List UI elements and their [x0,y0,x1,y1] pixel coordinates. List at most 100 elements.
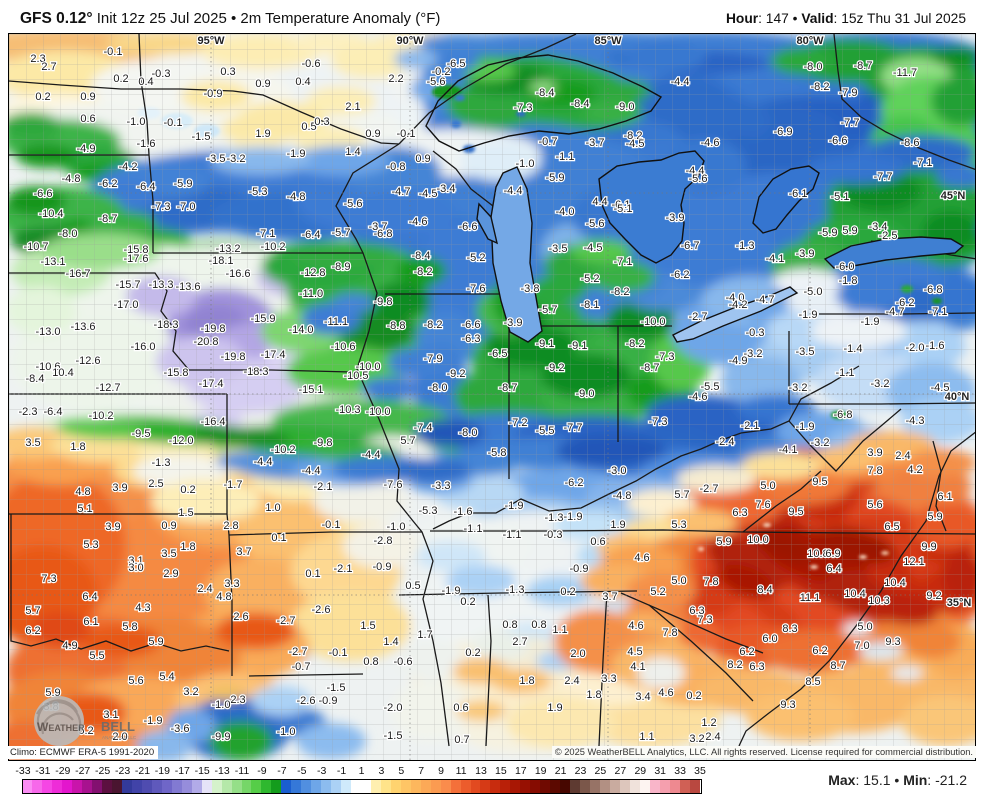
svg-text:7.3: 7.3 [697,614,712,626]
svg-text:10.4: 10.4 [844,588,865,600]
svg-text:6.3: 6.3 [749,661,764,673]
svg-text:-1.4: -1.4 [844,343,863,355]
svg-text:1.9: 1.9 [610,519,625,531]
svg-text:-3.2: -3.2 [789,382,808,394]
svg-text:-2.4: -2.4 [716,436,735,448]
svg-text:-2.3: -2.3 [19,406,38,418]
svg-text:5.4: 5.4 [159,671,174,683]
svg-text:-4.0: -4.0 [726,292,745,304]
svg-text:-2.1: -2.1 [314,481,333,493]
svg-text:-20.8: -20.8 [193,336,218,348]
svg-text:-12.7: -12.7 [95,382,120,394]
svg-text:-0.1: -0.1 [164,117,183,129]
svg-text:-8.7: -8.7 [854,60,873,72]
svg-text:-8.1: -8.1 [581,299,600,311]
svg-text:-6.6: -6.6 [459,221,478,233]
svg-text:-1.9: -1.9 [564,511,583,523]
svg-text:1.1: 1.1 [552,624,567,636]
svg-text:-5.2: -5.2 [581,273,600,285]
svg-text:0.3: 0.3 [220,66,235,78]
svg-text:-4.3: -4.3 [906,415,925,427]
svg-text:-2.7: -2.7 [700,483,719,495]
svg-text:-5.8: -5.8 [488,447,507,459]
svg-text:0.4: 0.4 [138,76,153,88]
svg-text:8.3: 8.3 [782,623,797,635]
svg-text:10.0: 10.0 [747,534,768,546]
svg-text:-0.9: -0.9 [373,561,392,573]
svg-text:-4.4: -4.4 [254,456,273,468]
svg-text:1.1: 1.1 [639,731,654,743]
svg-text:1.8: 1.8 [70,441,85,453]
svg-text:2.1: 2.1 [345,101,360,113]
svg-text:-7.1: -7.1 [929,306,948,318]
svg-text:0.8: 0.8 [502,619,517,631]
svg-text:-6.1: -6.1 [789,188,808,200]
svg-text:5.9: 5.9 [842,225,857,237]
svg-text:-8.4: -8.4 [412,250,431,262]
svg-text:-3.5: -3.5 [796,346,815,358]
svg-text:-8.4: -8.4 [536,87,555,99]
svg-text:2.4: 2.4 [564,675,579,687]
svg-text:10.4: 10.4 [884,577,905,589]
svg-text:-5.1: -5.1 [614,203,633,215]
svg-text:0.2: 0.2 [460,596,475,608]
svg-text:-6.7: -6.7 [681,240,700,252]
svg-text:5.7: 5.7 [400,435,415,447]
svg-text:2.4: 2.4 [705,731,720,743]
svg-text:0.2: 0.2 [465,647,480,659]
svg-text:-4.4: -4.4 [671,76,690,88]
svg-text:-5.0: -5.0 [804,286,823,298]
svg-text:-3.5: -3.5 [549,243,568,255]
svg-text:3.0: 3.0 [128,562,143,574]
svg-text:-8.2: -8.2 [611,286,630,298]
svg-text:-10.0: -10.0 [365,406,390,418]
svg-text:-4.5: -4.5 [626,138,645,150]
svg-text:3.3: 3.3 [601,673,616,685]
svg-text:2.5: 2.5 [148,478,163,490]
svg-text:-5.3: -5.3 [249,186,268,198]
svg-text:-8.4: -8.4 [571,98,590,110]
svg-text:-2.0: -2.0 [906,342,925,354]
svg-text:-1.3: -1.3 [152,457,171,469]
svg-text:6.9: 6.9 [825,548,840,560]
svg-text:-18.1: -18.1 [208,255,233,267]
svg-text:-19.8: -19.8 [200,323,225,335]
svg-text:85°W: 85°W [594,35,622,47]
svg-text:ANALYTICS LLC: ANALYTICS LLC [102,735,137,740]
svg-text:5.9: 5.9 [927,511,942,523]
svg-text:0.9: 0.9 [161,520,176,532]
svg-text:-17.4: -17.4 [198,378,223,390]
svg-text:-17.0: -17.0 [113,299,138,311]
svg-text:-9.9: -9.9 [212,731,231,743]
svg-text:-4.0: -4.0 [556,206,575,218]
svg-text:-2.7: -2.7 [689,311,708,323]
svg-text:-4.9: -4.9 [729,355,748,367]
svg-text:9.5: 9.5 [812,476,827,488]
svg-text:-1.9: -1.9 [287,148,306,160]
svg-text:6.5: 6.5 [884,521,899,533]
svg-text:-8.0: -8.0 [459,427,478,439]
svg-text:-1.1: -1.1 [556,151,575,163]
svg-text:4.5: 4.5 [627,646,642,658]
svg-text:0.1: 0.1 [271,532,286,544]
svg-text:-0.6: -0.6 [302,58,321,70]
svg-text:-10.2: -10.2 [88,410,113,422]
svg-text:-13.6: -13.6 [175,281,200,293]
svg-text:40°N: 40°N [945,391,970,403]
svg-text:-5.9: -5.9 [819,227,838,239]
svg-text:-6.5: -6.5 [447,58,466,70]
svg-text:9.3: 9.3 [885,636,900,648]
svg-text:6.1: 6.1 [937,491,952,503]
svg-text:-3.3: -3.3 [432,480,451,492]
svg-text:0.9: 0.9 [80,91,95,103]
svg-text:-3.7: -3.7 [586,137,605,149]
svg-text:-15.1: -15.1 [298,384,323,396]
svg-text:5.9: 5.9 [148,636,163,648]
svg-text:-4.4: -4.4 [302,465,321,477]
svg-text:-3.6: -3.6 [171,723,190,735]
svg-text:-8.6: -8.6 [901,137,920,149]
svg-text:2.4: 2.4 [197,583,212,595]
svg-text:-1.0: -1.0 [277,726,296,738]
svg-text:-8.0: -8.0 [429,382,448,394]
svg-text:-9.0: -9.0 [616,101,635,113]
